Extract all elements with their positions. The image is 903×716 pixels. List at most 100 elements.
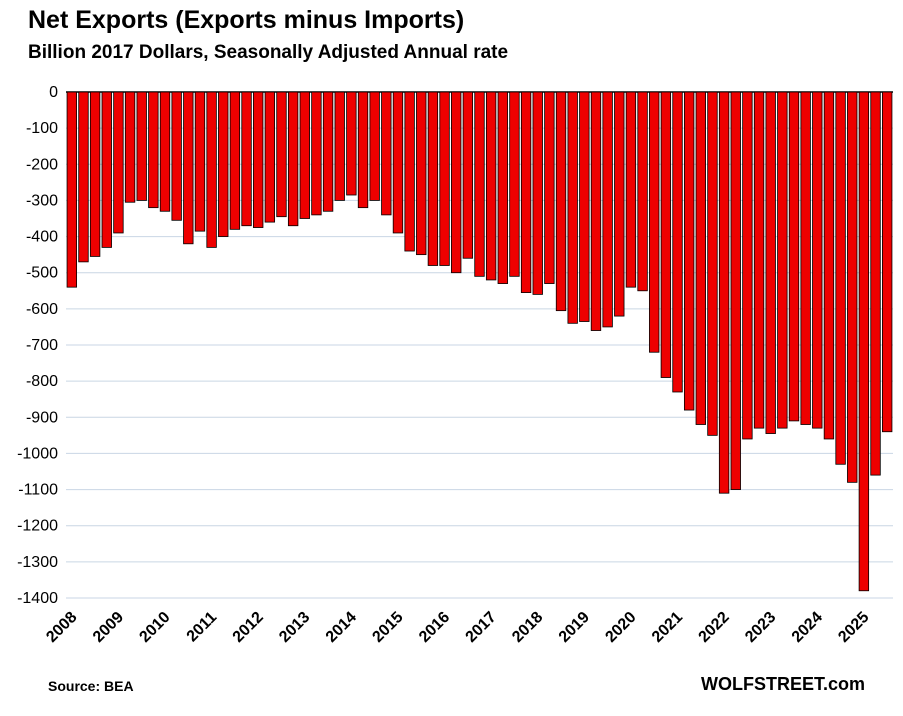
bar xyxy=(124,91,136,203)
bar xyxy=(788,91,800,422)
bar xyxy=(672,91,683,393)
x-axis-year-label: 2013 xyxy=(276,609,313,646)
y-axis-tick-label: -400 xyxy=(26,229,58,246)
bar xyxy=(299,91,310,219)
bar xyxy=(346,91,357,196)
bar xyxy=(474,91,485,277)
y-axis-tick-label: -1200 xyxy=(17,518,58,535)
bar xyxy=(742,91,753,440)
bar xyxy=(695,91,706,425)
x-axis-year-label: 2019 xyxy=(556,609,593,646)
bar xyxy=(882,91,893,433)
x-axis-year-label: 2012 xyxy=(230,609,267,646)
bar xyxy=(753,91,765,429)
bar xyxy=(777,91,788,429)
chart-subtitle: Billion 2017 Dollars, Seasonally Adjuste… xyxy=(28,42,509,63)
y-axis-tick-label: -800 xyxy=(26,373,58,390)
x-axis-year-label: 2011 xyxy=(184,609,221,646)
bar xyxy=(555,91,567,312)
bar xyxy=(544,91,555,284)
bar xyxy=(485,91,497,281)
bar xyxy=(89,91,101,257)
bar xyxy=(509,91,520,277)
bar xyxy=(369,91,380,201)
bar xyxy=(427,91,439,266)
bar xyxy=(287,91,299,227)
x-axis-year-label: 2020 xyxy=(602,609,639,646)
bar xyxy=(416,91,427,256)
x-axis-year-label: 2022 xyxy=(696,609,733,646)
bar xyxy=(66,91,78,288)
bar xyxy=(462,91,474,259)
bar xyxy=(800,91,811,425)
bar xyxy=(730,91,741,490)
y-axis-tick-label: -1300 xyxy=(17,554,58,571)
bar xyxy=(392,91,404,234)
x-axis-year-label: 2024 xyxy=(789,609,826,646)
bar xyxy=(602,91,613,328)
bar xyxy=(451,91,462,274)
bar xyxy=(870,91,881,476)
bar xyxy=(159,91,171,212)
bar xyxy=(812,91,823,429)
bar xyxy=(718,91,730,494)
bar xyxy=(264,91,276,223)
bar xyxy=(439,91,450,266)
bar xyxy=(322,91,334,212)
y-axis-tick-label: -1000 xyxy=(17,445,58,462)
bar xyxy=(171,91,182,221)
x-axis-year-label: 2017 xyxy=(463,609,500,646)
x-axis-year-label: 2016 xyxy=(416,609,453,646)
x-axis-year-label: 2014 xyxy=(323,609,360,646)
bar xyxy=(334,91,345,201)
bar xyxy=(206,91,217,248)
bar xyxy=(520,91,532,293)
source-label: Source: BEA xyxy=(48,678,134,694)
bar xyxy=(311,91,322,216)
bar xyxy=(614,91,625,317)
y-axis-tick-label: -500 xyxy=(26,265,58,282)
wolfstreet-watermark: WOLFSTREET.com xyxy=(700,674,865,694)
chart-title: Net Exports (Exports minus Imports) xyxy=(28,6,465,34)
bar xyxy=(194,91,206,232)
y-axis-tick-label: -700 xyxy=(26,337,58,354)
bar xyxy=(579,91,590,322)
y-axis-tick-label: -600 xyxy=(26,301,58,318)
bar xyxy=(858,91,870,592)
x-axis-year-label: 2015 xyxy=(369,609,406,646)
bar xyxy=(276,91,287,218)
bar xyxy=(136,91,147,201)
bar xyxy=(381,91,392,216)
bar xyxy=(148,91,159,209)
bar xyxy=(683,91,695,411)
bar xyxy=(847,91,858,483)
y-axis-tick-label: -1100 xyxy=(18,482,58,499)
bar xyxy=(218,91,229,237)
bar xyxy=(357,91,369,209)
bar xyxy=(241,91,252,227)
bar xyxy=(253,91,264,228)
bar xyxy=(567,91,578,324)
bar xyxy=(660,91,672,378)
bar xyxy=(590,91,602,331)
bar xyxy=(404,91,415,252)
x-axis-year-label: 2008 xyxy=(43,609,80,646)
bar xyxy=(707,91,718,436)
bar xyxy=(532,91,543,295)
bar xyxy=(113,91,124,234)
bar xyxy=(101,91,112,248)
bar xyxy=(765,91,776,434)
x-axis-year-label: 2025 xyxy=(835,609,872,646)
bar xyxy=(78,91,89,263)
x-axis-year-label: 2010 xyxy=(136,609,173,646)
y-axis-tick-label: -300 xyxy=(26,192,58,209)
bar xyxy=(183,91,194,245)
x-axis-year-label: 2009 xyxy=(90,609,127,646)
x-axis-year-label: 2023 xyxy=(742,609,779,646)
bar xyxy=(835,91,846,465)
y-axis-tick-label: -100 xyxy=(26,120,58,137)
bar xyxy=(649,91,660,353)
x-axis-year-label: 2021 xyxy=(649,609,686,646)
